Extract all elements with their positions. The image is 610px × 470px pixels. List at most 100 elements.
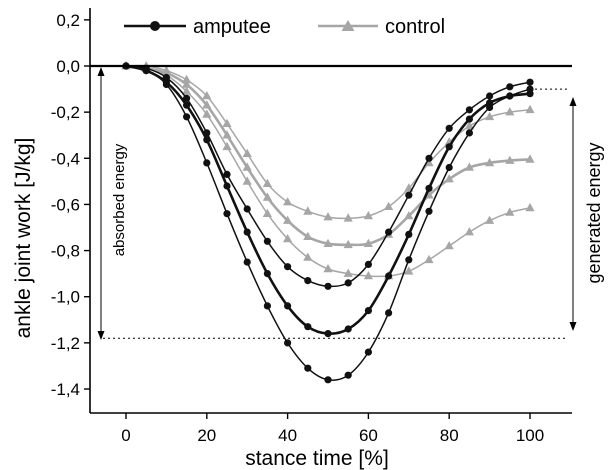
data-point-circle [344, 279, 352, 287]
data-point-circle [465, 129, 473, 137]
data-point-triangle [363, 238, 373, 247]
data-point-triangle [323, 238, 333, 247]
data-point-triangle [182, 86, 192, 95]
data-point-circle [405, 230, 413, 238]
data-point-circle [263, 270, 271, 278]
data-point-circle [263, 302, 271, 310]
data-point-triangle [242, 148, 252, 157]
data-point-triangle [485, 111, 495, 121]
data-point-triangle [242, 176, 252, 185]
x-axis-title: stance time [%] [245, 447, 389, 470]
data-point-circle [364, 260, 372, 268]
data-point-triangle [323, 264, 333, 273]
data-point-circle [324, 282, 332, 290]
data-point-triangle [182, 79, 192, 88]
y-tick-label: 0,2 [56, 11, 80, 30]
reference-lines [103, 88, 568, 339]
y-tick-label: -1,4 [51, 380, 80, 399]
y-tick-label: -0,6 [51, 195, 80, 214]
data-point-circle [304, 364, 312, 372]
data-point-triangle [464, 121, 474, 130]
series-control-4 [121, 61, 535, 222]
data-point-circle [162, 80, 170, 89]
data-point-triangle [303, 231, 313, 240]
data-point-circle [385, 272, 393, 280]
absorbed-arrow-head-bottom [97, 331, 105, 340]
data-point-triangle [161, 65, 171, 74]
legend-amputee-label: amputee [193, 16, 271, 38]
x-tick-label: 40 [278, 426, 297, 445]
legend-amputee-marker [150, 21, 160, 31]
data-point-triangle [485, 157, 495, 167]
y-tick-label: -1,2 [51, 334, 80, 353]
data-point-circle [486, 92, 494, 100]
data-point-circle [506, 83, 514, 91]
data-point-triangle [444, 241, 454, 250]
generated-energy-annotation: generated energy [569, 97, 604, 331]
data-point-circle [486, 103, 494, 112]
data-point-circle [284, 339, 292, 347]
y-tick-label: -0,8 [51, 242, 80, 261]
y-tick-label: -0,4 [51, 149, 80, 168]
data-point-triangle [283, 197, 293, 206]
data-point-circle [243, 258, 251, 266]
legend: amputee control [124, 16, 445, 38]
x-tick-label: 60 [359, 426, 378, 445]
data-point-triangle [242, 162, 252, 171]
data-point-triangle [283, 215, 293, 224]
data-point-circle [465, 115, 473, 123]
data-point-circle [344, 371, 352, 379]
series-layer [121, 61, 535, 384]
data-point-circle [183, 113, 191, 121]
data-point-circle [203, 129, 211, 137]
data-point-circle [385, 228, 393, 236]
data-point-triangle [363, 211, 373, 220]
series-control-3 [121, 61, 535, 249]
data-point-triangle [343, 239, 353, 249]
data-point-triangle [343, 213, 353, 222]
data-point-circle [425, 184, 433, 192]
data-point-triangle [202, 91, 212, 100]
data-point-triangle [505, 207, 515, 216]
series-control-5 [121, 61, 535, 280]
series-amputee-2 [122, 62, 534, 384]
x-tick-label: 20 [197, 426, 216, 445]
data-point-circle [243, 205, 251, 213]
data-point-triangle [202, 109, 212, 118]
data-point-triangle [444, 174, 454, 183]
data-point-circle [385, 309, 393, 317]
data-point-circle [526, 78, 534, 86]
data-point-triangle [404, 211, 414, 220]
data-point-circle [364, 348, 372, 356]
data-point-circle [284, 263, 292, 271]
x-tick-label: 80 [440, 426, 459, 445]
ticks: 0,2 0,0 -0,2 -0,4 -0,6 -0,8 -1,0 -1,2 -1,4 0 20 40 6… [51, 11, 544, 445]
x-tick-label: 0 [121, 426, 130, 445]
data-point-circle [324, 330, 332, 338]
data-point-circle [425, 154, 433, 162]
data-point-circle [162, 73, 170, 82]
data-point-circle [526, 85, 534, 93]
data-point-triangle [303, 206, 313, 215]
data-point-triangle [525, 202, 535, 212]
data-point-triangle [424, 254, 434, 264]
data-point-circle [243, 228, 251, 236]
data-point-circle [405, 191, 413, 199]
data-point-triangle [525, 154, 535, 163]
data-point-triangle [384, 201, 394, 210]
data-point-triangle [182, 74, 192, 84]
generated-arrow-head-top [569, 97, 577, 106]
data-point-circle [183, 94, 191, 102]
data-point-circle [142, 67, 150, 75]
data-point-triangle [262, 192, 272, 201]
data-point-triangle [525, 104, 535, 114]
data-point-circle [223, 170, 231, 178]
data-point-triangle [464, 227, 474, 236]
absorbed-energy-label: absorbed energy [111, 143, 128, 256]
generated-energy-label: generated energy [584, 142, 604, 283]
data-point-circle [445, 163, 453, 172]
data-point-circle [304, 323, 312, 331]
data-point-circle [344, 325, 352, 333]
data-point-circle [223, 210, 231, 218]
